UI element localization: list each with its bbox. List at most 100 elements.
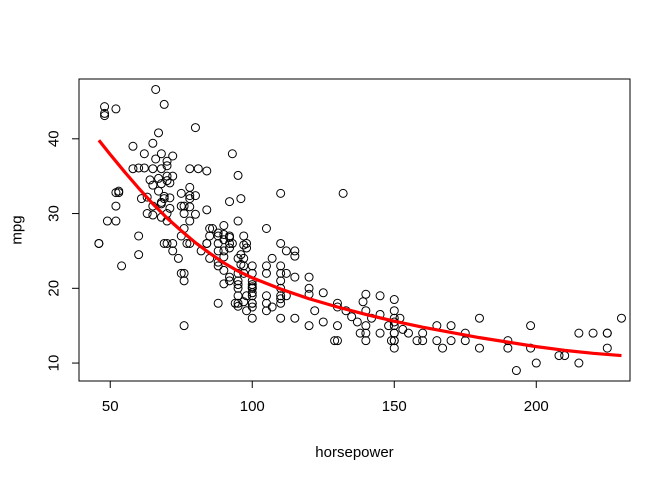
data-point — [375, 291, 385, 301]
data-point — [168, 246, 178, 256]
data-point — [290, 251, 300, 261]
data-point — [145, 175, 155, 185]
data-point — [176, 188, 186, 198]
data-point — [267, 302, 277, 312]
fit-curve-group — [97, 139, 622, 358]
data-point — [233, 280, 243, 290]
data-point — [418, 328, 428, 338]
data-point — [148, 138, 158, 148]
data-point — [247, 282, 257, 292]
data-point — [225, 272, 235, 282]
data-point — [185, 202, 195, 212]
data-point — [225, 276, 235, 286]
data-point — [239, 297, 249, 307]
data-point — [190, 209, 200, 219]
y-axis-title: mpg — [9, 215, 26, 244]
data-point — [219, 221, 229, 231]
data-point — [233, 276, 243, 286]
data-point — [159, 238, 169, 248]
data-point — [233, 170, 243, 180]
data-point — [261, 224, 271, 234]
data-point — [225, 238, 235, 248]
data-point — [111, 216, 121, 226]
data-point — [389, 306, 399, 316]
data-point — [318, 317, 328, 327]
data-point — [233, 216, 243, 226]
data-point — [179, 276, 189, 286]
data-point — [168, 238, 178, 248]
x-tick-label: 150 — [382, 398, 407, 415]
data-point — [403, 328, 413, 338]
data-point — [474, 343, 484, 353]
data-point — [290, 272, 300, 282]
data-point — [276, 276, 286, 286]
data-point — [574, 358, 584, 368]
data-point — [151, 154, 161, 164]
data-point — [213, 261, 223, 271]
data-point — [361, 289, 371, 299]
data-point — [242, 291, 252, 301]
data-point — [162, 176, 172, 186]
data-point — [227, 149, 237, 159]
data-point — [338, 188, 348, 198]
data-point — [276, 238, 286, 248]
data-point — [139, 163, 149, 173]
data-point — [318, 288, 328, 298]
data-point — [182, 238, 192, 248]
data-point — [588, 328, 598, 338]
data-point — [134, 231, 144, 241]
data-point — [352, 317, 362, 327]
data-point — [213, 228, 223, 238]
data-point — [247, 291, 257, 301]
data-point — [233, 291, 243, 301]
data-point — [225, 197, 235, 207]
data-point — [159, 99, 169, 109]
data-point — [247, 280, 257, 290]
data-point — [261, 291, 271, 301]
data-point — [554, 351, 564, 361]
data-point — [134, 163, 144, 173]
y-tick-label: 30 — [46, 205, 63, 222]
data-point — [142, 209, 152, 219]
data-point — [162, 156, 172, 166]
data-point — [276, 298, 286, 308]
fit-curve — [97, 139, 622, 358]
data-point — [142, 192, 152, 202]
data-point — [94, 238, 104, 248]
x-axis-title: horsepower — [315, 444, 393, 461]
data-point — [247, 298, 257, 308]
data-point — [261, 268, 271, 278]
data-point — [190, 123, 200, 133]
data-point — [165, 193, 175, 203]
data-point — [165, 203, 175, 213]
data-point — [219, 265, 229, 275]
data-point — [233, 283, 243, 293]
x-tick-label: 100 — [240, 398, 265, 415]
data-point — [375, 328, 385, 338]
data-point — [389, 328, 399, 338]
data-point — [168, 171, 178, 181]
data-point — [185, 191, 195, 201]
data-point — [219, 229, 229, 239]
data-point — [290, 246, 300, 256]
data-point — [361, 336, 371, 346]
data-point — [290, 313, 300, 323]
data-point — [111, 104, 121, 114]
data-point — [114, 188, 124, 198]
data-point — [276, 294, 286, 304]
data-point — [207, 224, 217, 234]
data-point — [616, 313, 626, 323]
data-point — [310, 306, 320, 316]
data-point — [332, 321, 342, 331]
data-point — [389, 295, 399, 305]
data-point — [361, 321, 371, 331]
data-point — [100, 111, 110, 121]
data-point — [574, 328, 584, 338]
data-point — [156, 164, 166, 174]
data-point — [242, 238, 252, 248]
data-point — [474, 313, 484, 323]
data-point — [139, 149, 149, 159]
data-point — [202, 205, 212, 215]
